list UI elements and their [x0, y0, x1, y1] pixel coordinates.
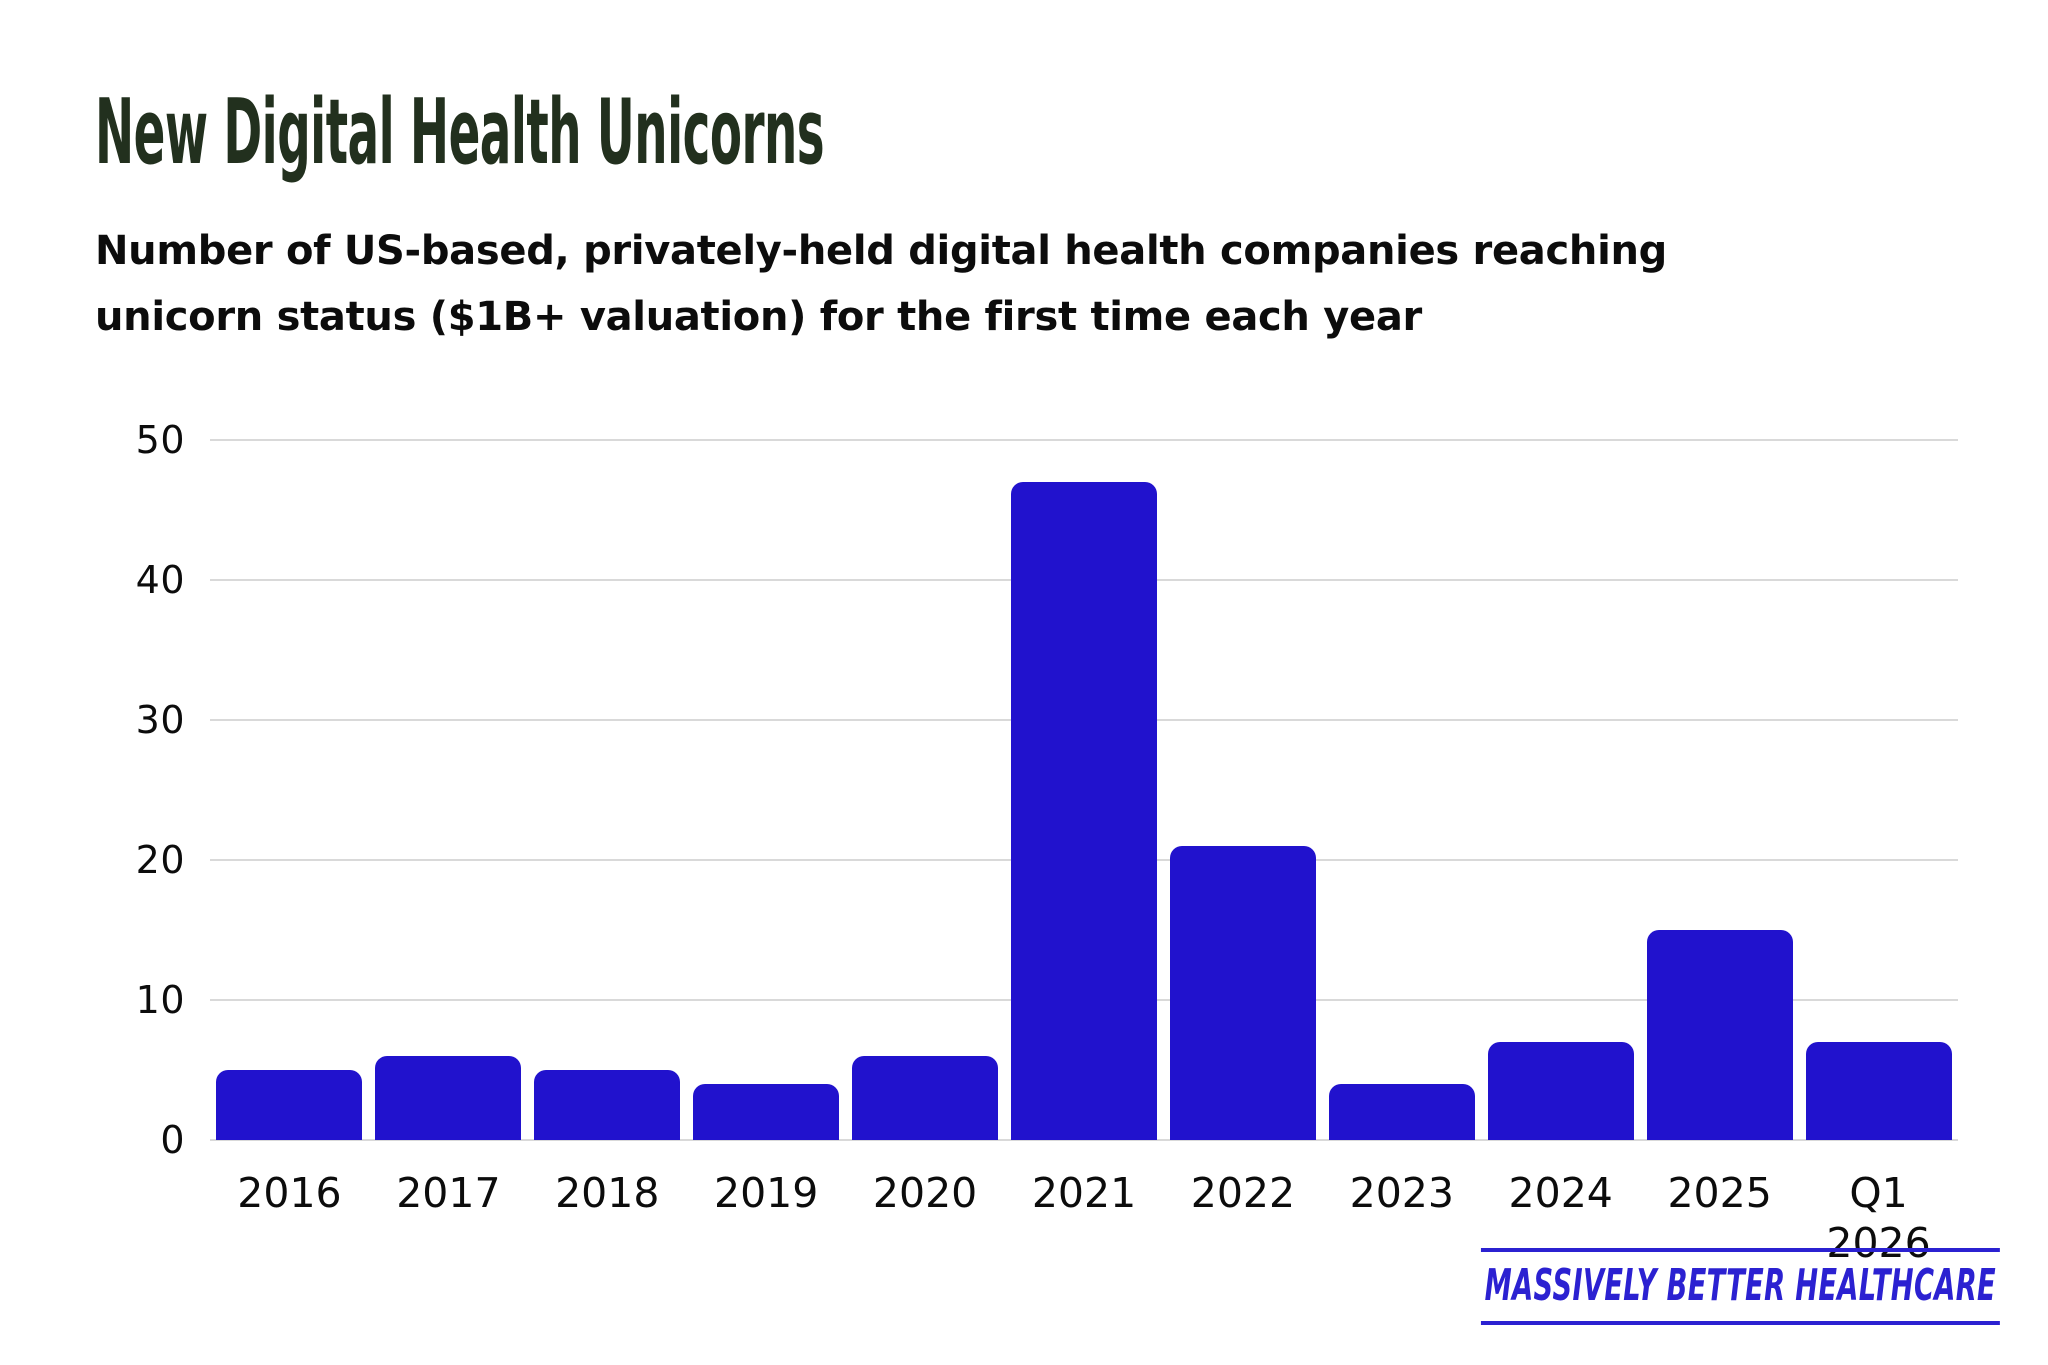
- y-tick-label-20: 20: [135, 838, 185, 882]
- x-tick-label-2017: 2017: [396, 1169, 501, 1217]
- gridline-50: [210, 439, 1958, 441]
- bar-2024: [1487, 1042, 1634, 1140]
- brand-logo-text: MASSIVELY BETTER HEALTHCARE: [1484, 1260, 1997, 1311]
- x-tick-label-2022: 2022: [1190, 1169, 1296, 1217]
- x-tick-label-2019: 2019: [714, 1169, 819, 1217]
- bar-2018: [534, 1070, 681, 1140]
- y-tick-label-40: 40: [135, 558, 185, 602]
- bar-2025: [1646, 930, 1793, 1140]
- brand-logo: MASSIVELY BETTER HEALTHCARE: [1481, 1248, 2000, 1325]
- bar-2019: [693, 1084, 840, 1140]
- gridline-0: [210, 1139, 1958, 1141]
- bar-2017: [375, 1056, 522, 1140]
- x-tick-label-2020: 2020: [872, 1169, 978, 1217]
- y-tick-label-50: 50: [135, 418, 185, 462]
- x-tick-label-2021: 2021: [1031, 1169, 1137, 1217]
- x-tick-label-2018: 2018: [555, 1169, 660, 1217]
- x-tick-label-2016: 2016: [237, 1169, 342, 1217]
- x-tick-label-2024: 2024: [1508, 1169, 1613, 1217]
- x-tick-label-2023: 2023: [1349, 1169, 1454, 1217]
- x-tick-label-2025: 2025: [1667, 1169, 1772, 1217]
- bar-2023: [1328, 1084, 1475, 1140]
- y-tick-label-0: 0: [160, 1118, 185, 1162]
- bar-2016: [216, 1070, 363, 1140]
- y-tick-label-10: 10: [135, 978, 185, 1022]
- chart-subtitle-line-2: unicorn status ($1B+ valuation) for the …: [95, 294, 1422, 340]
- chart-title: New Digital Health Unicorns: [95, 80, 825, 185]
- y-tick-label-30: 30: [135, 698, 185, 742]
- bar-2022: [1169, 846, 1316, 1140]
- chart-subtitle: Number of US-based, privately-held digit…: [95, 218, 1667, 350]
- x-tick-label-q1-2026: Q1 2026: [1826, 1169, 1931, 1267]
- bar-q1-2026: [1805, 1042, 1952, 1140]
- bar-2020: [852, 1056, 999, 1140]
- chart-subtitle-line-1: Number of US-based, privately-held digit…: [95, 228, 1667, 274]
- bar-2021: [1011, 482, 1157, 1140]
